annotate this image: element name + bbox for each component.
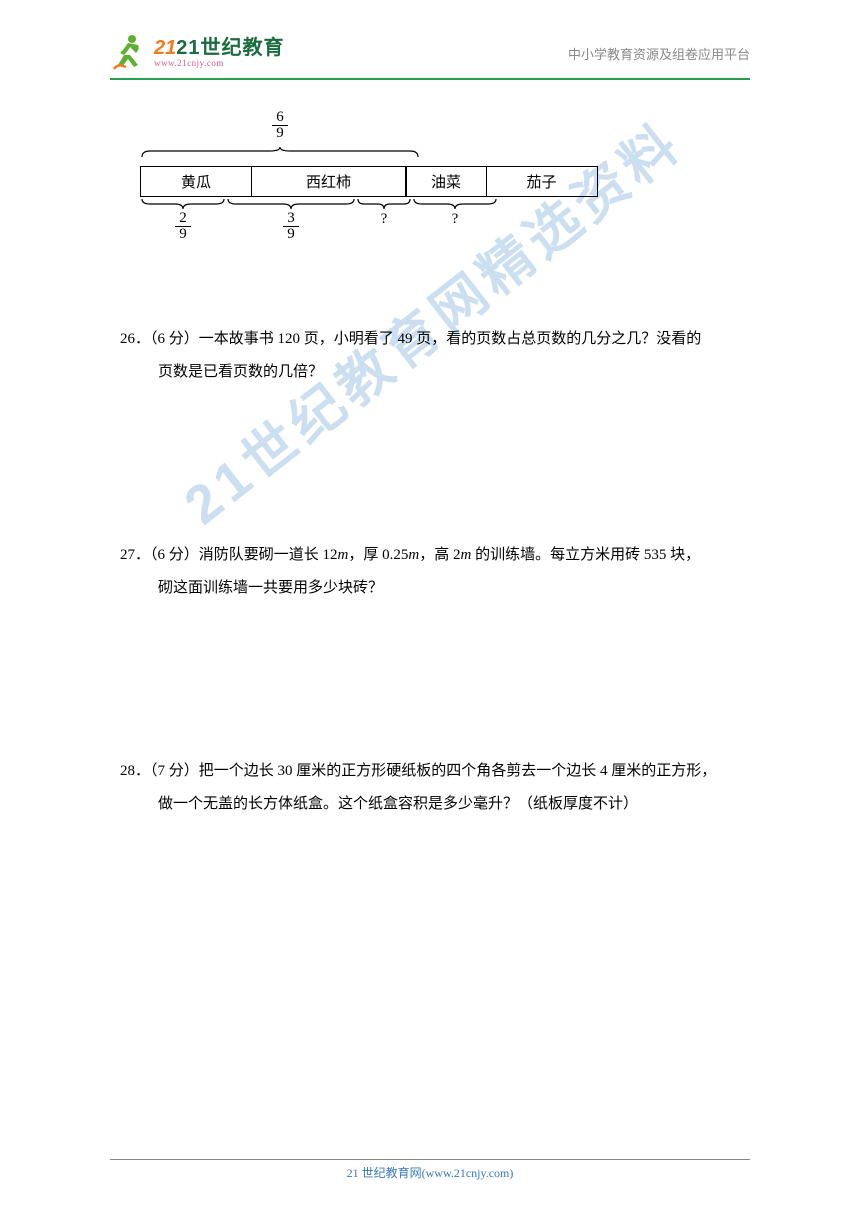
logo-url: www.21cnjy.com [154,58,285,68]
page-content: 6 9 黄瓜 西红柿 油菜 茄子 29 39 ? ? [120,110,740,861]
box-tomato: 西红柿 [251,166,407,197]
logo: 2121世纪教育 www.21cnjy.com [110,33,285,73]
box-cucumber: 黄瓜 [140,166,252,197]
logo-figure-icon [110,33,150,73]
box-rapeseed: 油菜 [405,166,487,197]
top-brace-icon [140,147,420,159]
fraction-diagram: 6 9 黄瓜 西红柿 油菜 茄子 29 39 ? ? [140,110,740,243]
header-right-text: 中小学教育资源及组卷应用平台 [568,44,750,63]
box-eggplant: 茄子 [486,166,598,197]
top-fraction: 6 9 [140,110,420,142]
page-footer: 21 世纪教育网(www.21cnjy.com) [110,1159,750,1181]
question-26: 26．（6 分）一本故事书 120 页，小明看了 49 页，看的页数占总页数的几… [120,323,740,389]
page-header: 2121世纪教育 www.21cnjy.com 中小学教育资源及组卷应用平台 [110,28,750,80]
question-27: 27．（6 分）消防队要砌一道长 12m，厚 0.25m，高 2m 的训练墙。每… [120,539,740,605]
vegetable-boxes: 黄瓜 西红柿 油菜 茄子 [140,166,740,197]
question-28: 28．（7 分）把一个边长 30 厘米的正方形硬纸板的四个角各剪去一个边长 4 … [120,755,740,821]
bottom-fractions: 29 39 ? ? [140,211,740,243]
bottom-braces [140,199,740,209]
logo-text: 2121世纪教育 www.21cnjy.com [154,38,285,68]
